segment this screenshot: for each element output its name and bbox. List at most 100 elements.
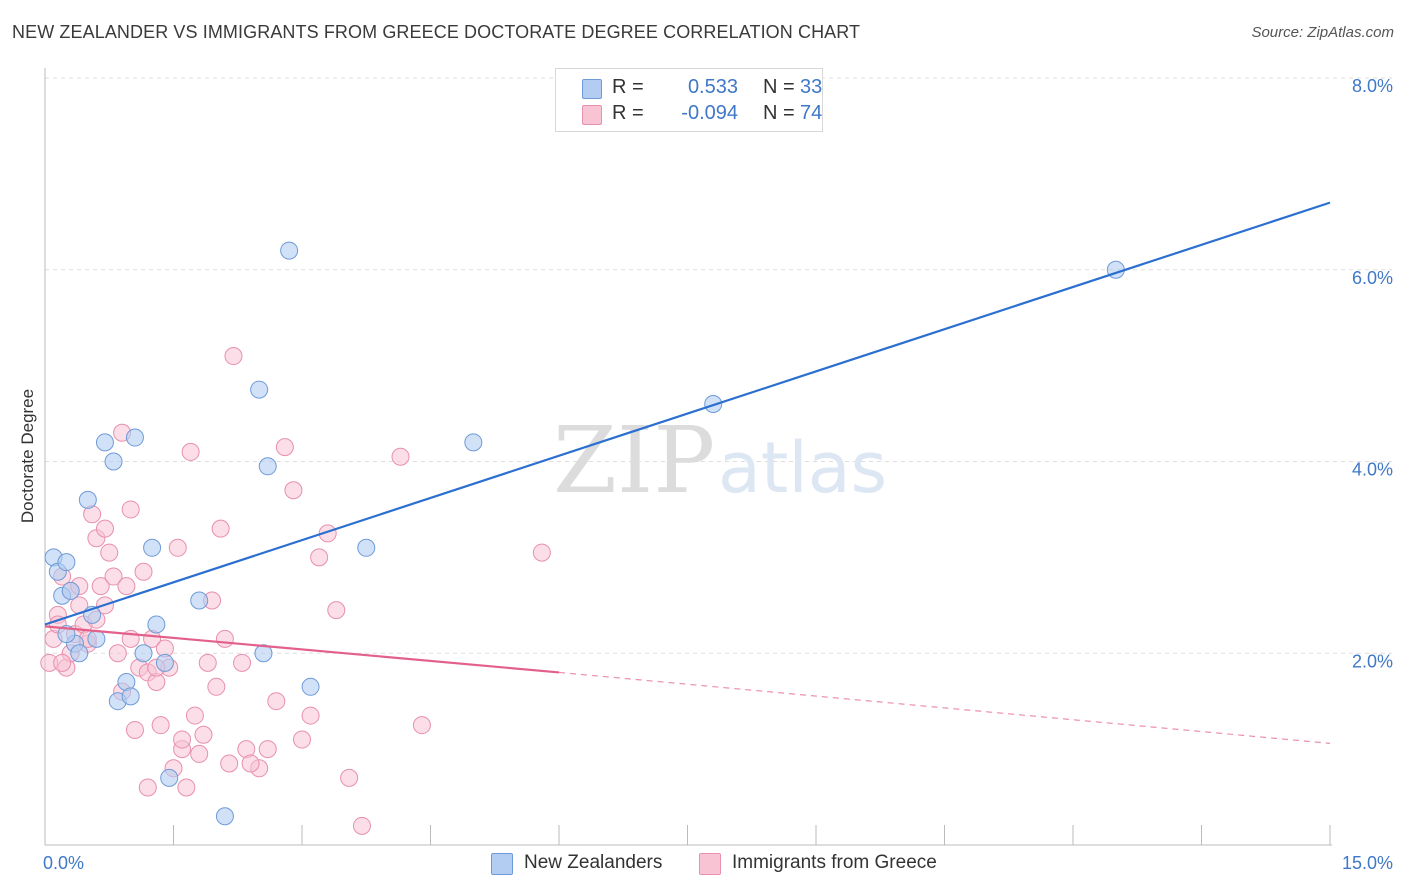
pink-point <box>532 543 551 562</box>
legend-r-value: -0.094 <box>681 102 738 124</box>
pink-point <box>138 778 157 797</box>
trendlines <box>44 201 1331 744</box>
pink-point <box>151 716 170 735</box>
pink-point <box>352 816 371 835</box>
pink-point <box>173 730 192 749</box>
pink-point <box>327 601 346 620</box>
pink-point <box>391 447 410 466</box>
pink-point <box>233 653 252 672</box>
blue-point <box>258 457 277 476</box>
blue-point <box>301 677 320 696</box>
blue-point <box>57 553 76 572</box>
blue-point <box>70 644 89 663</box>
pink-point <box>53 653 72 672</box>
pink-point <box>293 730 311 749</box>
pink-point <box>125 720 144 739</box>
pink-point <box>198 653 217 672</box>
y-tick-label: 8.0% <box>1352 76 1393 96</box>
watermark-atlas: atlas <box>718 427 887 509</box>
pink-point <box>267 692 286 711</box>
pink-point <box>211 519 230 538</box>
pink-point <box>108 644 127 663</box>
pink-point <box>168 538 187 557</box>
pink-point <box>134 562 153 581</box>
trendline-immigrants-from-greece-extension <box>558 671 1331 744</box>
bottom-legend-label: Immigrants from Greece <box>732 852 937 873</box>
pink-point <box>301 706 320 725</box>
pink-point <box>117 577 136 596</box>
pink-point <box>275 438 294 457</box>
watermark-zip: ZIP <box>553 407 715 514</box>
pink-point <box>220 754 239 773</box>
chart-title: NEW ZEALANDER VS IMMIGRANTS FROM GREECE … <box>12 22 861 42</box>
y-tick-label: 6.0% <box>1352 268 1393 288</box>
legend-n-label: N = <box>763 102 795 124</box>
series-new-zealanders <box>44 241 1125 826</box>
y-axis-label: Doctorate Degree <box>18 389 37 523</box>
pink-point <box>340 768 359 787</box>
pink-point <box>100 543 119 562</box>
blue-point <box>57 625 76 644</box>
pink-point <box>181 442 200 461</box>
pink-point <box>241 754 260 773</box>
blue-point <box>464 433 483 452</box>
blue-point <box>143 538 162 557</box>
blue-point <box>190 591 209 610</box>
blue-point <box>155 653 174 672</box>
blue-point <box>87 629 106 648</box>
legend-n-label: N = <box>763 76 795 98</box>
blue-point <box>134 644 153 663</box>
bottom-legend-swatch-pink <box>699 853 721 875</box>
y-tick-label: 4.0% <box>1352 460 1393 480</box>
y-tick-label: 2.0% <box>1352 651 1393 671</box>
legend-n-value: 74 <box>800 102 823 124</box>
pink-point <box>207 677 226 696</box>
blue-point <box>160 768 179 787</box>
legend-n-value: 33 <box>800 76 823 98</box>
trendline-new-zealanders <box>44 201 1331 626</box>
blue-point <box>104 452 123 471</box>
pink-point <box>190 744 209 763</box>
pink-point <box>95 519 114 538</box>
blue-point <box>125 428 144 447</box>
pink-point <box>91 577 110 596</box>
y-tick-labels: 2.0% 4.0% 6.0% 8.0% <box>1352 76 1393 671</box>
pink-point <box>224 347 243 366</box>
source-text: Source: ZipAtlas.com <box>1251 24 1394 41</box>
watermark: ZIP atlas <box>553 407 887 514</box>
x-tick-label-max: 15.0% <box>1342 853 1393 873</box>
blue-point <box>147 615 166 634</box>
pink-point <box>215 629 234 648</box>
axes <box>44 68 1332 846</box>
legend-swatch-pink <box>582 105 602 125</box>
pink-point <box>185 706 204 725</box>
legend-swatch-blue <box>582 79 602 99</box>
blue-point <box>95 433 114 452</box>
blue-point <box>61 581 80 600</box>
blue-point <box>254 644 273 663</box>
blue-point <box>121 687 140 706</box>
x-tick-label-min: 0.0% <box>43 853 84 873</box>
blue-point <box>250 380 269 399</box>
pink-point <box>194 725 213 744</box>
legend-r-label: R = <box>612 76 644 98</box>
pink-point <box>284 481 303 500</box>
stats-legend: R = 0.533 N = 33 R = -0.094 N = 74 <box>555 68 823 132</box>
blue-point <box>215 807 234 826</box>
gridlines <box>45 77 1392 654</box>
pink-point <box>258 740 277 759</box>
series-immigrants-from-greece <box>40 347 551 835</box>
legend-r-value: 0.533 <box>687 76 738 98</box>
pink-point <box>104 567 123 586</box>
pink-point <box>310 548 329 567</box>
blue-point <box>357 538 376 557</box>
pink-point <box>177 778 196 797</box>
pink-point <box>412 716 431 735</box>
bottom-legend-swatch-blue <box>491 853 513 875</box>
legend-r-label: R = <box>612 102 644 124</box>
trendline-immigrants-from-greece <box>44 625 560 674</box>
bottom-legend-label: New Zealanders <box>524 852 663 873</box>
pink-point <box>121 500 140 519</box>
blue-point <box>280 241 299 260</box>
